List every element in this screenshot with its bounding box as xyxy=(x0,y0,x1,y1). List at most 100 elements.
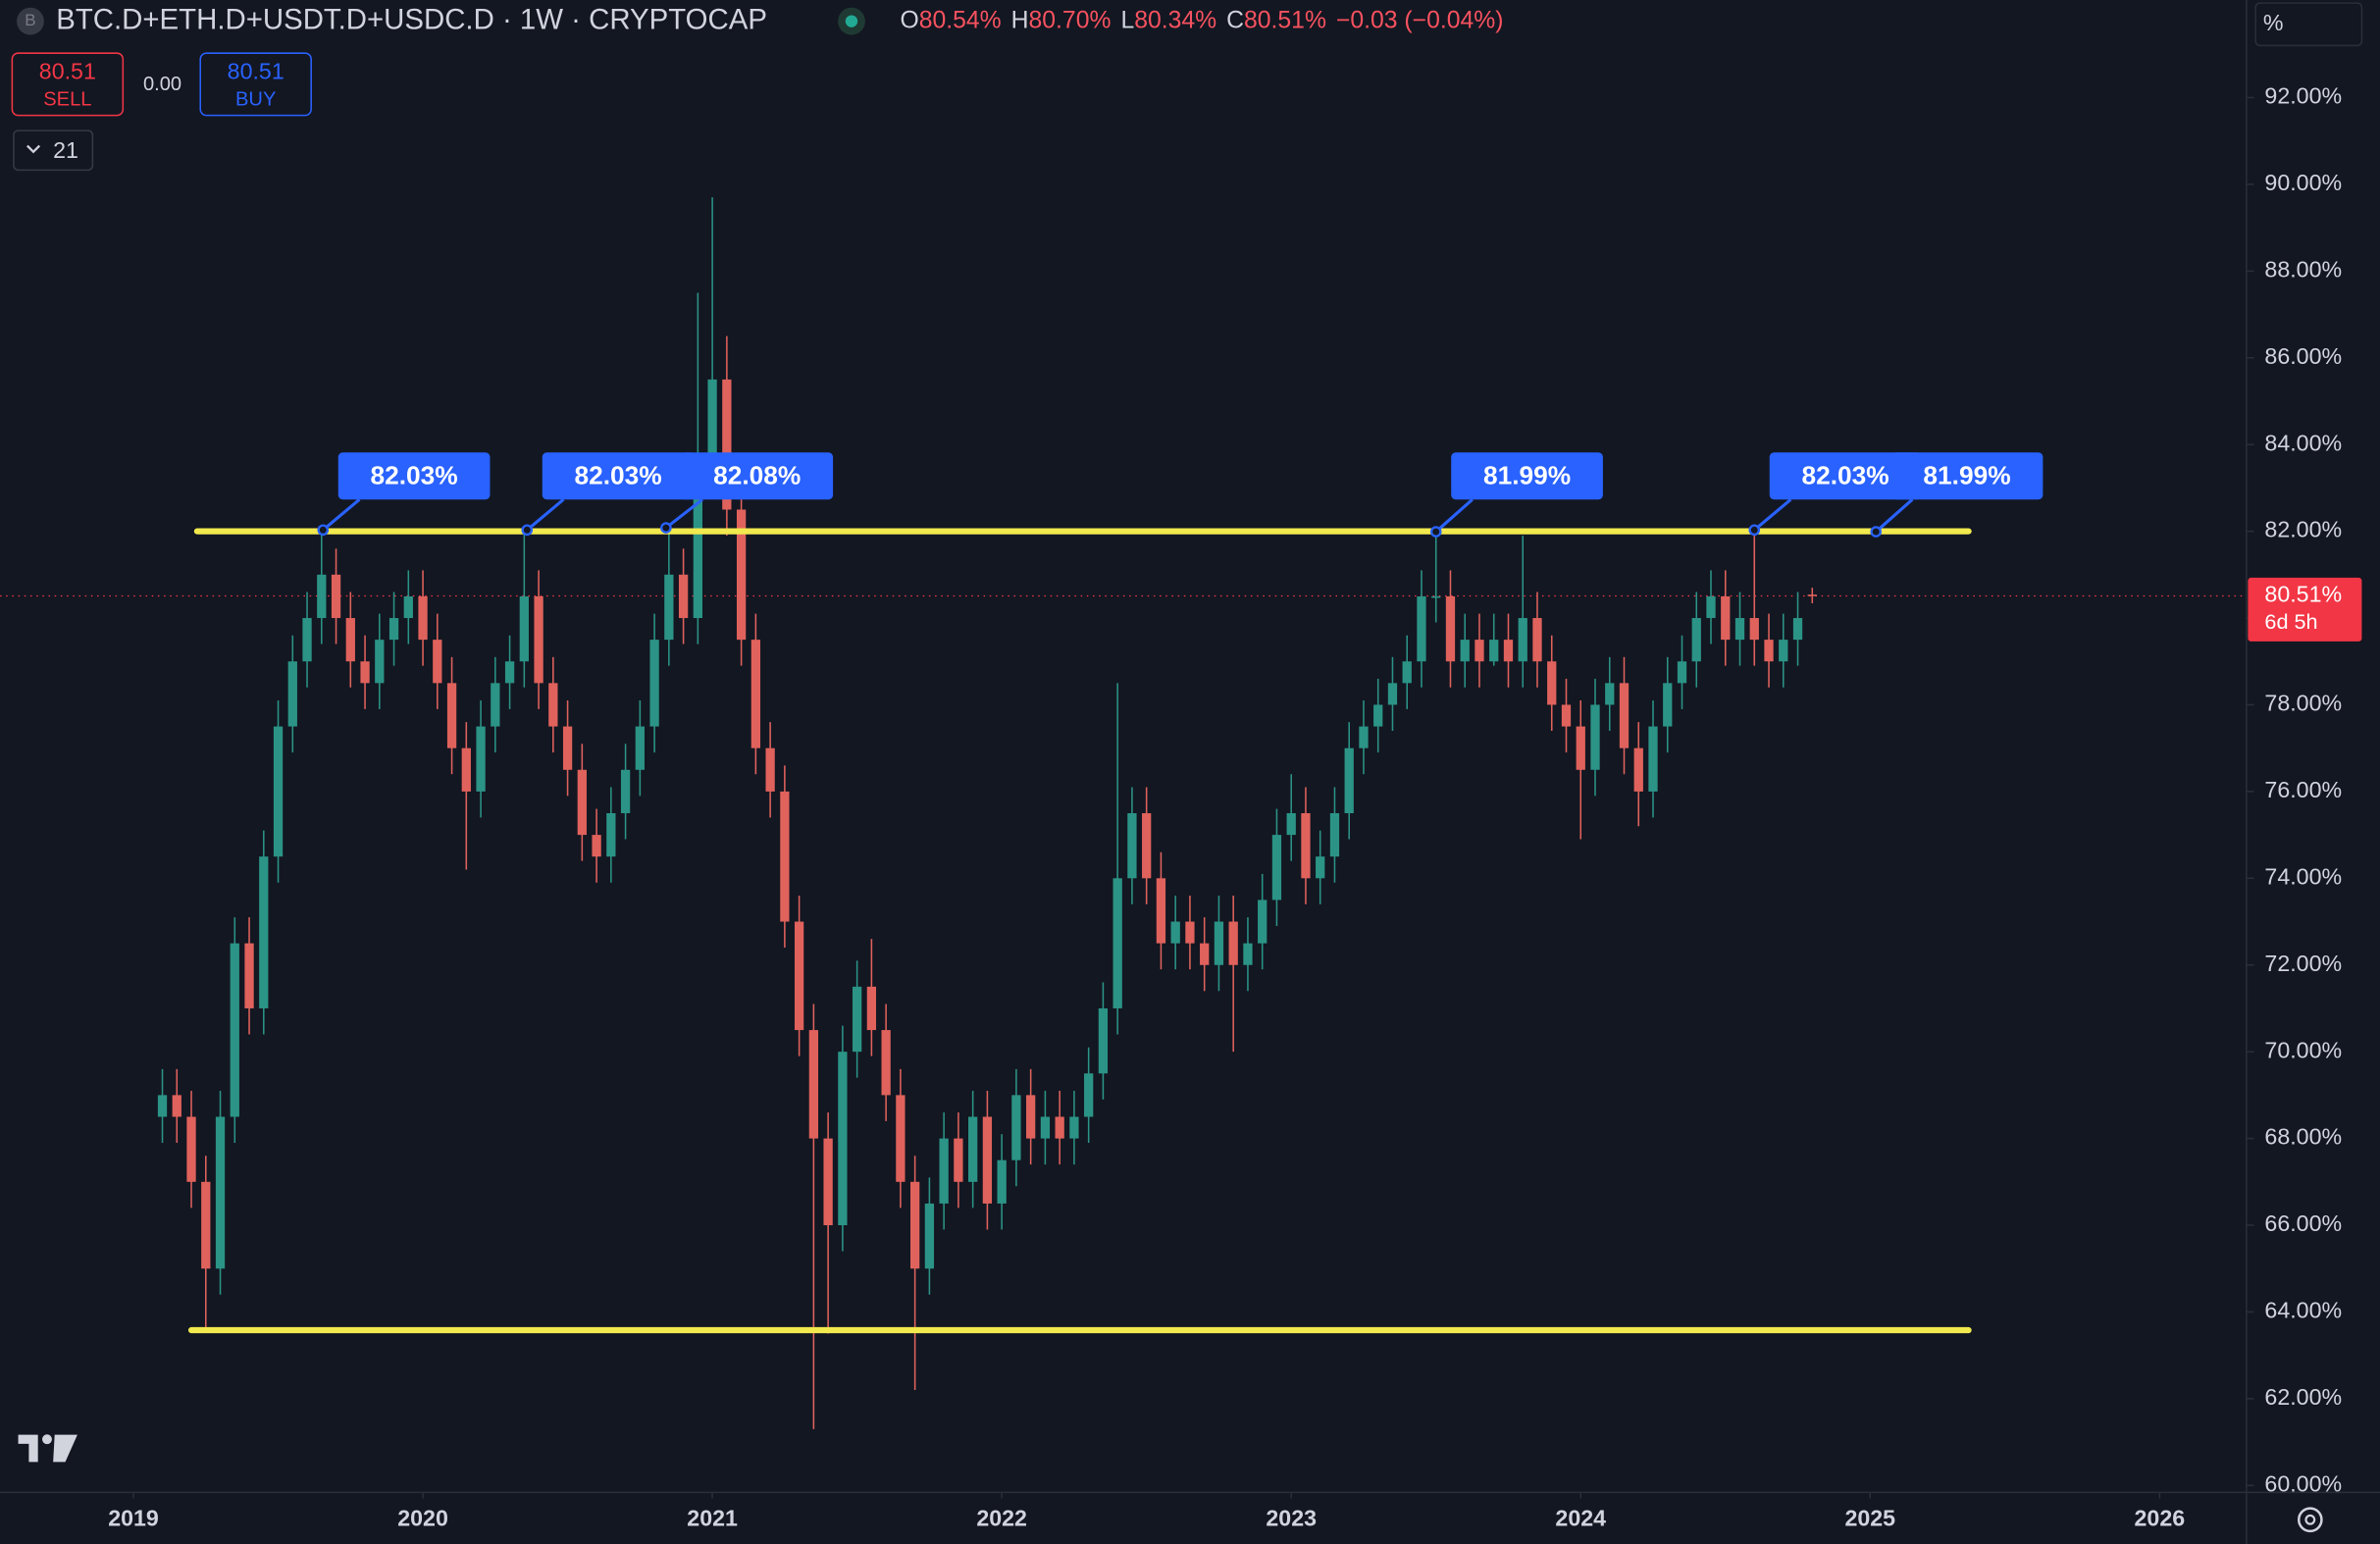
candle-body xyxy=(1547,661,1557,705)
y-tick-label: 62.00% xyxy=(2264,1384,2342,1410)
candle-body xyxy=(1055,1116,1064,1139)
annotation-label: 81.99% xyxy=(1483,461,1571,490)
candle-body xyxy=(866,986,877,1031)
candle-body xyxy=(201,1181,211,1269)
candle-body xyxy=(954,1138,963,1182)
sell-button-frame[interactable] xyxy=(11,52,125,117)
candle-body xyxy=(1792,618,1803,641)
candle-body xyxy=(1503,640,1514,662)
candle-body xyxy=(1316,856,1325,879)
candle-body xyxy=(1749,618,1759,641)
logo-part[interactable] xyxy=(18,1434,38,1463)
legend-change: −0.03 (−0.04%) xyxy=(1336,7,1504,33)
indicators-toggle-frame[interactable] xyxy=(13,129,94,172)
candle-body xyxy=(924,1203,935,1269)
chevron-icon[interactable] xyxy=(26,144,41,154)
candle-body xyxy=(1417,595,1426,662)
candle-body xyxy=(1214,921,1224,965)
indicators-toggle[interactable]: 21 xyxy=(13,129,94,172)
candle-body xyxy=(939,1138,949,1204)
buy-button-frame[interactable] xyxy=(199,52,312,117)
y-tick-label: 66.00% xyxy=(2264,1210,2342,1236)
candle-body xyxy=(345,618,355,662)
gear-icon[interactable] xyxy=(2297,1507,2323,1533)
price-tag-label: 80.51% xyxy=(2264,582,2342,607)
annotation-pointer xyxy=(1875,498,1914,534)
candle-body xyxy=(1807,594,1817,596)
candle-body xyxy=(707,379,717,467)
candle-body xyxy=(1301,812,1311,879)
sell-button[interactable]: 80.51 SELL xyxy=(11,52,125,117)
scale-mode-box[interactable] xyxy=(2254,2,2363,47)
countdown-label: 6d 5h xyxy=(2264,609,2317,634)
legend-value: 80.34% xyxy=(1134,7,1216,33)
y-tick-label: 78.00% xyxy=(2264,691,2342,716)
candle-body xyxy=(534,595,543,684)
y-tick-label: 86.00% xyxy=(2264,343,2342,369)
y-tick-label: 88.00% xyxy=(2264,256,2342,282)
legend-key: L xyxy=(1120,7,1134,33)
candle-body xyxy=(635,726,645,770)
candle-body xyxy=(1127,812,1137,879)
candle-body xyxy=(1228,921,1238,965)
candle-body xyxy=(1387,683,1398,705)
buy-label[interactable]: BUY xyxy=(235,88,276,110)
candle-body xyxy=(1721,595,1731,641)
candle-body xyxy=(375,640,385,684)
candle-body xyxy=(1445,595,1456,662)
x-tick-label: 2020 xyxy=(397,1505,448,1530)
candle-body xyxy=(1084,1073,1094,1117)
settings-button[interactable] xyxy=(2297,1507,2323,1533)
candle-body xyxy=(1026,1095,1036,1139)
y-tick-label: 92.00% xyxy=(2264,83,2342,109)
candle-body xyxy=(1489,640,1499,662)
candle-body xyxy=(1431,595,1441,598)
candle-body xyxy=(504,661,515,684)
buy-price[interactable]: 80.51 xyxy=(228,58,285,83)
sell-label[interactable]: SELL xyxy=(43,88,91,110)
x-tick-label: 2026 xyxy=(2135,1505,2186,1530)
candle-body xyxy=(1734,618,1745,641)
buy-button[interactable]: 80.51 BUY xyxy=(199,52,312,117)
x-tick-label: 2023 xyxy=(1266,1505,1317,1530)
x-tick-label: 2019 xyxy=(108,1505,159,1530)
candle-body xyxy=(808,1030,819,1139)
annotation-box xyxy=(681,452,834,500)
indicators-count[interactable]: 21 xyxy=(53,137,78,163)
candle-body xyxy=(302,618,312,662)
legend-key: C xyxy=(1226,7,1244,33)
tradingview-logo[interactable] xyxy=(18,1434,78,1463)
candle-body xyxy=(446,683,457,748)
candle-body xyxy=(491,683,500,727)
candle-body xyxy=(1271,835,1282,901)
x-tick-label: 2025 xyxy=(1844,1505,1895,1530)
x-tick-label: 2024 xyxy=(1555,1505,1606,1530)
candle-body xyxy=(1532,618,1542,662)
candle-body xyxy=(1156,878,1166,944)
logo-part[interactable] xyxy=(53,1434,78,1463)
candle-body xyxy=(1243,943,1253,965)
sell-price[interactable]: 80.51 xyxy=(39,58,96,83)
gear-icon-center[interactable] xyxy=(2304,1514,2316,1525)
y-tick-label: 72.00% xyxy=(2264,951,2342,976)
candle-body xyxy=(215,1116,226,1269)
legend-key: O xyxy=(900,7,918,33)
candle-body xyxy=(1475,640,1484,662)
candle-body xyxy=(461,747,471,792)
candle-body xyxy=(360,661,370,684)
candle-body xyxy=(1098,1007,1109,1074)
annotation-box xyxy=(1451,452,1603,500)
candle-body xyxy=(909,1181,920,1269)
candle-body xyxy=(562,726,573,770)
logo-part[interactable] xyxy=(42,1434,52,1445)
ohlc-legend: O80.54% H80.70% L80.34% C80.51% −0.03 (−… xyxy=(900,7,1503,33)
candle-body xyxy=(620,769,631,813)
candle-body xyxy=(519,595,529,662)
candle-body xyxy=(418,595,428,641)
candle-body xyxy=(1344,747,1354,813)
candle-body xyxy=(259,856,269,1008)
unit-label[interactable]: % xyxy=(2263,10,2284,35)
candle-body xyxy=(1663,683,1673,727)
annotation-box xyxy=(337,452,491,500)
